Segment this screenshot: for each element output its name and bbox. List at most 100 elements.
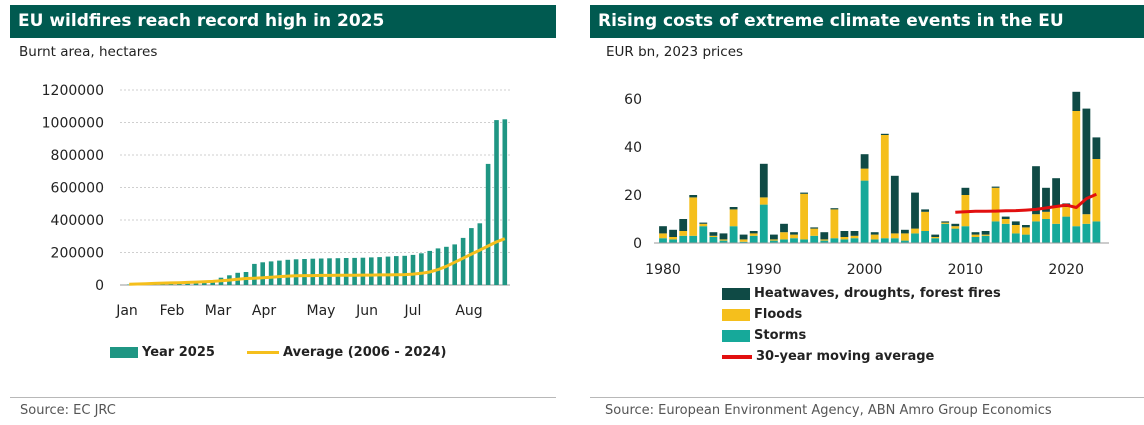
heatwave-bar — [709, 232, 718, 236]
wildfire-source: Source: EC JRC — [20, 403, 116, 418]
wildfire-bar — [343, 258, 349, 285]
average-line — [129, 237, 506, 286]
x-tick-label: 2010 — [948, 262, 984, 278]
storm-bar — [719, 240, 728, 243]
flood-bar — [991, 187, 1000, 222]
y-tick-label: 800000 — [51, 148, 104, 164]
wildfire-bar — [435, 248, 441, 285]
storm-bar — [901, 240, 909, 243]
legend-average: Average (2006 - 2024) — [247, 345, 446, 360]
heatwave-bar — [880, 133, 889, 135]
heatwave-bar — [840, 231, 849, 237]
heatwave-bar — [911, 192, 919, 229]
storm-bar — [699, 226, 708, 243]
storm-bar — [971, 237, 980, 243]
wildfire-bar — [394, 256, 399, 285]
heatwave-bar — [981, 231, 990, 235]
heatwave-bar — [931, 234, 940, 237]
heatwave-bar — [1011, 221, 1020, 225]
heatwave-bar — [1032, 166, 1040, 215]
storm-bar — [880, 238, 889, 243]
x-tick-label: Jul — [404, 303, 422, 319]
legend-heatwaves: Heatwaves, droughts, forest fires — [722, 286, 1001, 301]
heatwave-bar — [921, 209, 929, 212]
wildfire-bar — [419, 253, 424, 285]
flood-bar — [729, 209, 738, 227]
storm-bar — [840, 239, 849, 243]
storm-bar — [850, 238, 859, 243]
wildfire-bar — [310, 258, 316, 285]
x-tick-label: Aug — [455, 303, 482, 319]
storm-bar — [800, 239, 808, 243]
legend-swatch-year-2025 — [110, 347, 138, 358]
heatwave-bar — [870, 232, 879, 235]
heatwave-bar — [820, 232, 829, 240]
storm-bar — [1092, 221, 1101, 243]
storm-bar — [921, 231, 929, 243]
heatwave-bar — [890, 175, 899, 234]
wildfire-bar — [252, 263, 257, 285]
y-tick-label: 200000 — [51, 246, 104, 262]
flood-bar — [860, 168, 869, 181]
flood-bar — [679, 231, 688, 236]
y-tick-label: 400000 — [51, 213, 104, 229]
flood-bar — [981, 234, 990, 236]
legend-year-2025: Year 2025 — [110, 345, 215, 360]
storm-bar — [820, 240, 829, 243]
flood-bar — [1022, 227, 1030, 235]
flood-bar — [921, 211, 929, 231]
storm-bar — [759, 204, 768, 243]
wildfire-subtitle: Burnt area, hectares — [19, 44, 158, 60]
heatwave-bar — [739, 234, 748, 240]
x-tick-label: Jan — [115, 303, 138, 319]
storm-bar — [810, 235, 819, 243]
legend-storms: Storms — [722, 328, 806, 343]
y-tick-label: 20 — [624, 188, 642, 204]
storm-bar — [860, 180, 869, 243]
wildfire-bar — [485, 163, 491, 285]
heatwave-bar — [1001, 216, 1010, 219]
wildfire-bar — [410, 254, 416, 285]
storm-bar — [780, 239, 788, 243]
heatwave-bar — [951, 223, 960, 227]
legend-floods: Floods — [722, 307, 802, 322]
flood-bar — [911, 228, 919, 234]
wildfire-bar — [302, 259, 307, 285]
wildfire-title: EU wildfires reach record high in 2025 — [10, 5, 556, 38]
heatwave-bar — [679, 219, 688, 231]
flood-bar — [1082, 214, 1091, 224]
x-tick-label: Jun — [355, 303, 378, 319]
storm-bar — [1072, 226, 1081, 243]
flood-bar — [941, 222, 950, 224]
storm-bar — [870, 239, 879, 243]
wildfire-bar — [268, 261, 274, 285]
wildfire-bar — [126, 284, 132, 285]
flood-bar — [659, 233, 667, 239]
flood-bar — [1011, 225, 1020, 234]
wildfire-bar — [469, 228, 474, 285]
flood-bar — [1032, 214, 1040, 222]
legend-label-moving-average: 30-year moving average — [756, 349, 935, 364]
wildfire-bar — [502, 119, 508, 286]
storm-bar — [679, 235, 688, 243]
heatwave-bar — [1082, 108, 1091, 215]
flood-bar — [689, 197, 698, 236]
storm-bar — [689, 235, 698, 243]
storm-bar — [1042, 219, 1050, 243]
storm-bar — [669, 239, 677, 243]
y-tick-label: 60 — [624, 92, 642, 108]
flood-bar — [931, 237, 940, 239]
flood-bar — [870, 234, 879, 240]
heatwave-bar — [850, 231, 859, 236]
flood-bar — [669, 237, 677, 240]
flood-bar — [971, 234, 980, 237]
flood-bar — [880, 135, 889, 239]
flood-bar — [749, 233, 758, 236]
wildfire-bar — [460, 237, 466, 285]
flood-bar — [739, 239, 748, 242]
legend-moving-average: 30-year moving average — [722, 349, 934, 364]
storm-bar — [951, 228, 960, 243]
legend-label-floods: Floods — [754, 307, 803, 322]
wildfire-bar — [335, 258, 341, 285]
x-tick-label: 1980 — [645, 262, 681, 278]
